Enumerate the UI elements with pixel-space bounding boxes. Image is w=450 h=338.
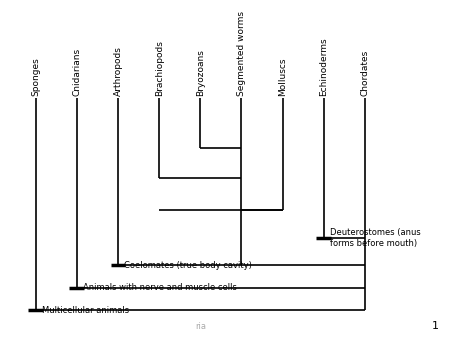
Text: Multicellular animals: Multicellular animals xyxy=(42,306,129,315)
Text: Arthropods: Arthropods xyxy=(113,46,122,96)
Text: Molluscs: Molluscs xyxy=(278,57,287,96)
Text: Bryozoans: Bryozoans xyxy=(196,49,205,96)
Text: Coelomates (true body cavity): Coelomates (true body cavity) xyxy=(124,261,252,270)
Text: Chordates: Chordates xyxy=(360,49,369,96)
Text: ria: ria xyxy=(195,322,206,332)
Text: Segmented worms: Segmented worms xyxy=(237,10,246,96)
Text: Deuterostomes (anus
forms before mouth): Deuterostomes (anus forms before mouth) xyxy=(330,228,421,248)
Text: Sponges: Sponges xyxy=(31,57,40,96)
Text: Animals with nerve and muscle cells: Animals with nerve and muscle cells xyxy=(83,283,237,292)
Text: 1: 1 xyxy=(432,321,439,332)
Text: Echinoderms: Echinoderms xyxy=(319,37,328,96)
Text: Cnidarians: Cnidarians xyxy=(72,48,81,96)
Text: Brachiopods: Brachiopods xyxy=(155,40,164,96)
